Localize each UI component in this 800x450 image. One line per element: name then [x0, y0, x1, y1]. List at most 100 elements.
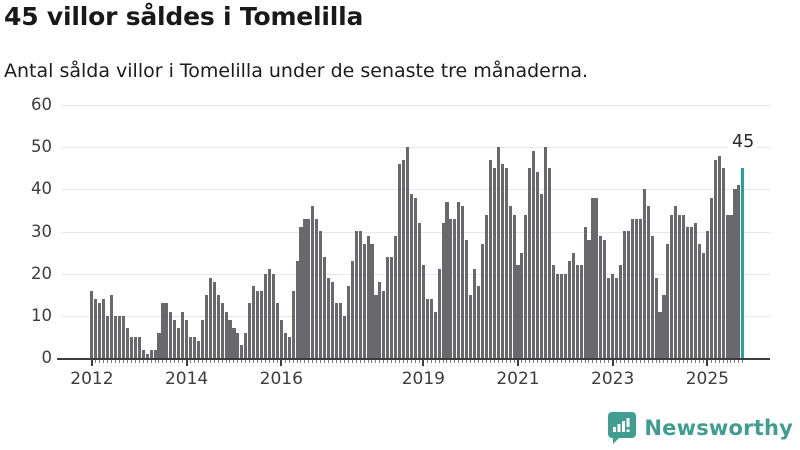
- bar: [394, 236, 398, 358]
- month-tick: [174, 360, 176, 363]
- month-tick: [395, 360, 397, 363]
- month-tick: [667, 360, 669, 363]
- bar: [334, 303, 339, 358]
- bar: [409, 194, 414, 358]
- x-axis-tick: [280, 360, 283, 366]
- month-tick: [730, 360, 732, 363]
- month-tick: [537, 360, 539, 363]
- bar: [563, 274, 567, 358]
- bar: [311, 206, 315, 358]
- bar: [169, 312, 173, 358]
- month-tick: [738, 360, 740, 363]
- month-tick: [146, 360, 148, 363]
- month-tick: [233, 360, 235, 363]
- month-tick: [521, 360, 523, 363]
- bar-chart: 0 10 20 30 40 50 60 2012 2014 2016 2019 2021 2023 202…: [0, 95, 800, 396]
- bar: [548, 168, 552, 358]
- month-tick: [237, 360, 239, 363]
- bar: [102, 299, 106, 358]
- bar: [248, 303, 252, 358]
- bar: [480, 244, 485, 358]
- x-axis-tick-label: 2025: [685, 369, 729, 389]
- bar: [374, 295, 378, 358]
- month-tick: [710, 360, 712, 363]
- month-tick: [312, 360, 314, 363]
- bar: [402, 160, 406, 358]
- bar: [678, 215, 682, 358]
- bar: [705, 231, 709, 358]
- bar: [571, 253, 575, 358]
- bar: [342, 316, 346, 358]
- month-tick: [616, 360, 618, 363]
- y-axis-tick-label: 30: [31, 221, 52, 241]
- bar: [165, 303, 169, 358]
- month-tick: [158, 360, 160, 363]
- bar: [145, 354, 149, 358]
- bar: [551, 265, 556, 358]
- bar: [260, 291, 264, 358]
- month-tick: [718, 360, 720, 363]
- bar: [196, 341, 200, 358]
- bar: [220, 303, 224, 358]
- bar: [125, 328, 129, 358]
- bar: [192, 337, 197, 358]
- month-tick: [347, 360, 349, 363]
- bar: [354, 231, 358, 358]
- month-tick: [489, 360, 491, 363]
- month-tick: [197, 360, 199, 363]
- month-tick: [509, 360, 511, 363]
- bar: [90, 291, 94, 358]
- month-tick: [541, 360, 543, 363]
- bar: [453, 219, 457, 358]
- last-value-label: 45: [729, 132, 758, 152]
- bar: [492, 168, 496, 358]
- bar: [634, 219, 638, 358]
- newsworthy-bubble-bar-chart-icon: [607, 411, 637, 444]
- bar: [153, 350, 157, 358]
- month-tick: [407, 360, 408, 363]
- newsworthy-logo: Newsworthy: [607, 411, 793, 444]
- month-tick: [639, 360, 641, 363]
- month-tick: [296, 360, 298, 363]
- month-tick: [549, 360, 551, 363]
- month-tick: [691, 360, 693, 363]
- bar: [291, 291, 295, 358]
- bar: [366, 236, 370, 358]
- month-tick: [714, 360, 716, 363]
- month-tick: [268, 360, 270, 363]
- x-axis-tick-label: 2019: [401, 369, 445, 389]
- bar: [729, 215, 733, 358]
- month-tick: [726, 360, 728, 363]
- x-axis-tick: [611, 360, 614, 366]
- month-tick: [190, 360, 192, 363]
- month-tick: [367, 360, 369, 363]
- bar: [626, 231, 630, 358]
- month-tick: [481, 360, 483, 363]
- y-axis-tick-label: 10: [31, 305, 52, 325]
- month-tick: [675, 360, 677, 363]
- month-tick: [272, 360, 274, 363]
- bar: [690, 227, 694, 358]
- bar: [484, 215, 488, 358]
- month-tick: [253, 360, 255, 363]
- y-axis-tick-label: 50: [31, 137, 52, 157]
- month-tick: [276, 360, 278, 363]
- bar: [591, 198, 595, 358]
- month-tick: [178, 360, 180, 363]
- bar: [185, 320, 189, 358]
- month-tick: [568, 360, 570, 363]
- bar: [721, 168, 725, 358]
- month-tick: [742, 360, 744, 363]
- bar: [267, 269, 272, 358]
- bar: [378, 282, 382, 358]
- month-tick: [134, 360, 136, 363]
- bar: [299, 227, 303, 358]
- bar: [717, 156, 721, 358]
- month-tick: [608, 360, 610, 363]
- month-tick: [556, 360, 558, 363]
- highlight-bar: [741, 168, 745, 358]
- bar: [433, 312, 437, 358]
- month-tick: [702, 360, 704, 363]
- month-tick: [734, 360, 736, 363]
- bar: [674, 206, 678, 358]
